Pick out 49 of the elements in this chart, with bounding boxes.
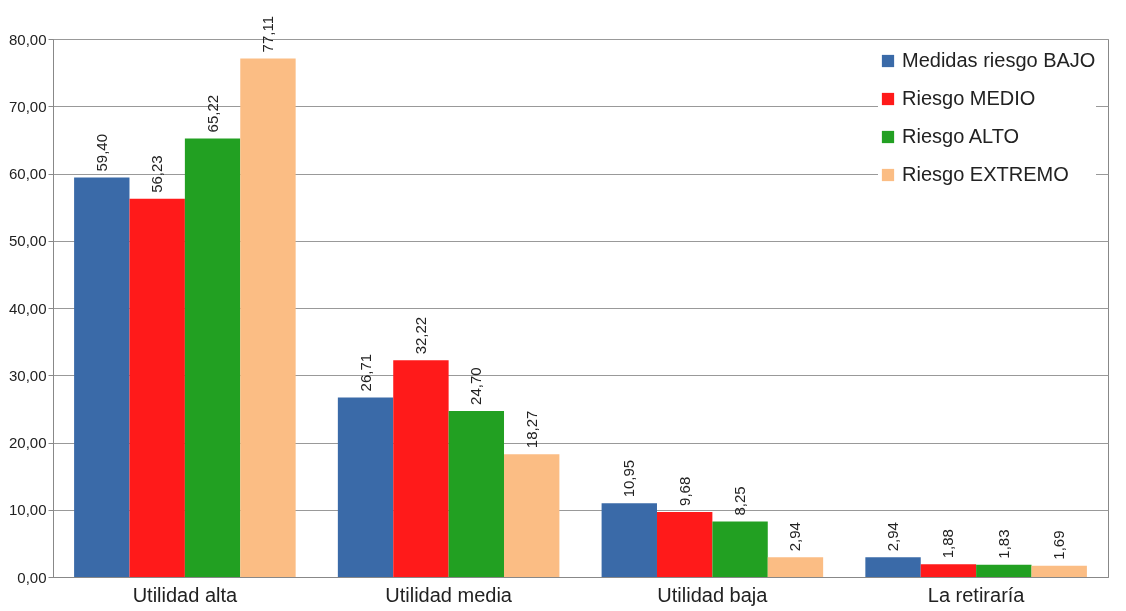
data-label: 59,40 — [92, 133, 110, 172]
bar — [712, 521, 768, 577]
y-tick-label: 70,00 — [8, 97, 47, 115]
y-tick-label: 20,00 — [8, 434, 47, 451]
data-label: 77,11 — [258, 16, 276, 53]
y-tick-label: 80,00 — [8, 30, 47, 48]
y-tick-label: 60,00 — [8, 165, 47, 182]
bar — [129, 198, 185, 577]
data-label: 65,22 — [203, 94, 221, 133]
bar — [337, 397, 394, 577]
x-tick-label: Utilidad alta — [132, 583, 238, 606]
legend-label: Riesgo MEDIO — [902, 87, 1036, 109]
bar — [504, 454, 560, 577]
data-label: 1,83 — [994, 529, 1012, 559]
bar — [601, 503, 657, 577]
y-tick-label: 30,00 — [8, 366, 47, 384]
data-label: 2,94 — [884, 522, 902, 552]
data-label: 2,94 — [786, 522, 804, 552]
x-tick-label: Utilidad baja — [657, 583, 769, 606]
legend-label: Riesgo EXTREMO — [902, 163, 1069, 185]
bar — [767, 557, 824, 577]
data-label: 56,23 — [148, 155, 166, 193]
x-tick-label: La retiraría — [927, 583, 1026, 606]
bar — [920, 564, 977, 577]
bar — [393, 360, 449, 577]
y-tick-label: 50,00 — [8, 232, 47, 250]
data-label: 18,27 — [522, 410, 540, 449]
bar — [976, 564, 1032, 577]
bar — [865, 557, 921, 577]
data-label: 10,95 — [620, 459, 638, 498]
bar — [448, 410, 505, 577]
data-label: 26,71 — [356, 353, 374, 392]
legend-label: Medidas riesgo BAJO — [902, 49, 1096, 71]
data-label: 1,88 — [939, 529, 957, 559]
y-tick-label: 0,00 — [17, 568, 47, 586]
y-tick-label: 10,00 — [8, 501, 47, 519]
data-label: 1,69 — [1050, 530, 1068, 560]
bar — [240, 58, 296, 577]
data-label: 24,70 — [467, 367, 485, 405]
bar — [1031, 565, 1087, 577]
bar — [184, 138, 241, 577]
bar — [656, 511, 713, 577]
x-tick-label: Utilidad media — [385, 583, 513, 606]
data-label: 9,68 — [675, 476, 693, 506]
bar — [74, 177, 130, 577]
legend-label: Riesgo ALTO — [902, 125, 1020, 147]
data-label: 32,22 — [411, 316, 429, 355]
y-tick-label: 40,00 — [8, 299, 47, 317]
data-label: 8,25 — [731, 486, 749, 516]
